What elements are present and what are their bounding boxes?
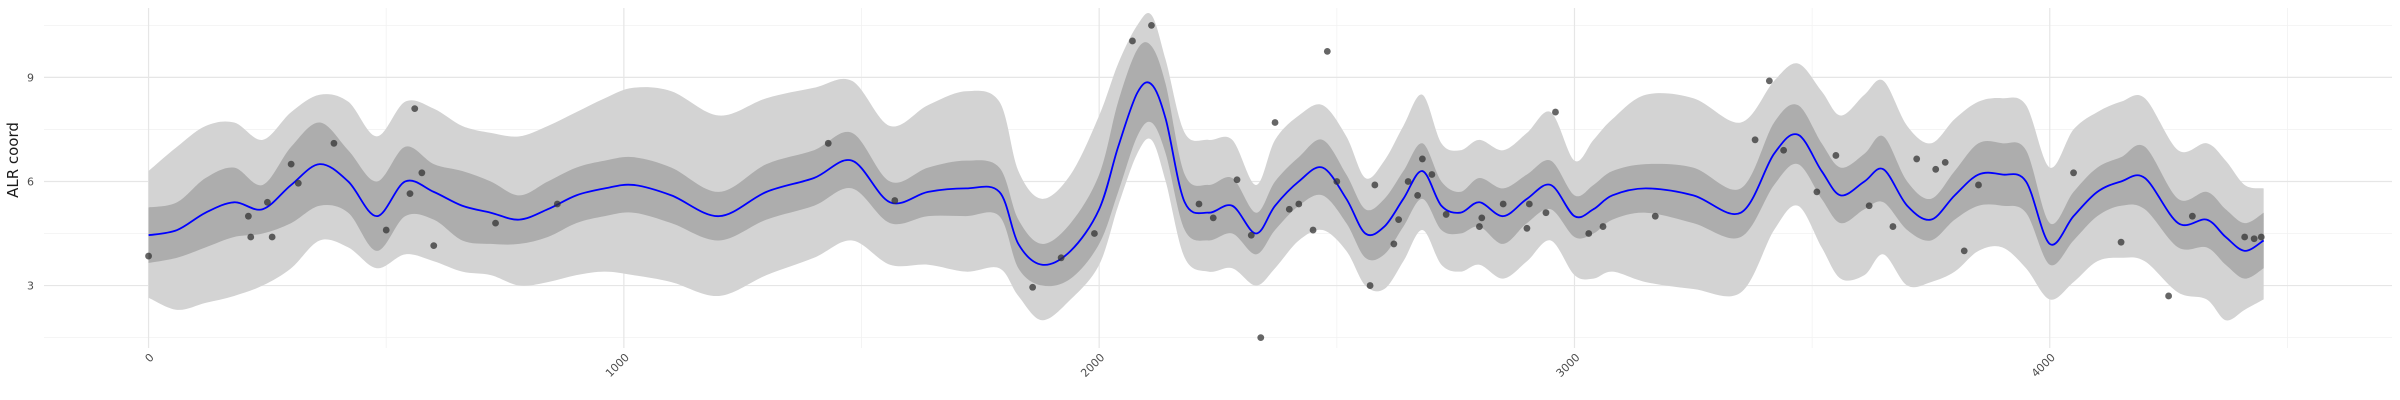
data-point: [1941, 158, 1949, 166]
data-point: [1889, 223, 1897, 230]
y-tick-label: 9: [27, 71, 34, 84]
data-point: [2188, 212, 2196, 220]
data-point: [1323, 47, 1331, 55]
data-point: [1414, 191, 1422, 199]
data-point: [1271, 119, 1279, 126]
data-point: [1428, 171, 1436, 178]
x-tick-labels: 0 1000 2000 3000 4000: [143, 351, 2058, 380]
data-point: [2165, 292, 2173, 300]
data-point: [1960, 247, 1968, 255]
data-point: [430, 242, 438, 250]
data-point: [1371, 181, 1379, 189]
y-tick-labels: 3 6 9: [27, 71, 34, 292]
data-point: [1913, 155, 1921, 163]
data-point: [891, 197, 899, 204]
x-tick-label: 0: [143, 351, 157, 365]
data-point: [247, 233, 255, 241]
data-point: [2257, 233, 2265, 241]
data-point: [1285, 205, 1293, 213]
y-tick-label: 3: [27, 280, 34, 293]
data-point: [1813, 188, 1821, 196]
data-point: [1366, 282, 1374, 289]
data-point: [1751, 136, 1759, 144]
data-point: [1209, 214, 1217, 222]
data-point: [1865, 202, 1873, 210]
fitted-line: [148, 81, 2265, 266]
data-point: [244, 212, 252, 220]
data-point: [1552, 108, 1559, 116]
data-point: [1542, 209, 1550, 217]
data-point: [553, 200, 561, 208]
data-point: [1499, 200, 1507, 208]
data-point: [418, 169, 426, 177]
data-point: [1932, 165, 1940, 173]
data-point: [411, 105, 419, 113]
x-tick-label: 2000: [1078, 351, 1107, 380]
data-point: [2241, 233, 2249, 241]
data-point: [1029, 283, 1037, 291]
data-point: [1442, 211, 1450, 218]
data-point: [1233, 176, 1241, 184]
outer-confidence-band: [148, 12, 2264, 321]
data-point: [1295, 200, 1303, 208]
data-point: [1195, 200, 1203, 208]
data-point: [1765, 77, 1773, 85]
data-point: [1975, 181, 1982, 189]
data-point: [1418, 155, 1426, 163]
y-tick-label: 6: [27, 175, 34, 188]
x-tick-label: 4000: [2029, 351, 2058, 380]
data-point: [330, 139, 338, 147]
data-point: [1257, 334, 1265, 341]
data-point: [1247, 231, 1255, 239]
data-point: [382, 226, 390, 234]
data-point: [1404, 178, 1412, 185]
y-axis-title: ALR coord: [4, 122, 22, 198]
data-point: [1525, 200, 1533, 208]
data-point: [268, 233, 276, 241]
data-point: [406, 190, 414, 198]
scatter-points: [145, 21, 2265, 341]
data-point: [1599, 223, 1607, 230]
data-point: [287, 160, 295, 168]
data-point: [1585, 230, 1593, 237]
inner-confidence-band: [148, 42, 2264, 287]
data-point: [1395, 216, 1403, 224]
data-point: [263, 198, 271, 206]
data-point: [2250, 235, 2258, 243]
data-point: [1651, 212, 1659, 220]
x-tick-label: 1000: [603, 351, 632, 380]
data-point: [824, 139, 832, 147]
data-point: [1057, 254, 1065, 262]
data-point: [1091, 230, 1098, 237]
data-point: [1148, 21, 1155, 29]
data-point: [1333, 178, 1341, 185]
data-point: [1523, 224, 1531, 232]
data-point: [2070, 169, 2077, 177]
data-point: [2117, 238, 2125, 246]
data-point: [492, 219, 499, 227]
data-point: [1780, 146, 1788, 154]
data-point: [1129, 37, 1136, 45]
data-point: [145, 252, 152, 260]
data-point: [1478, 214, 1486, 222]
x-tick-label: 3000: [1554, 351, 1583, 380]
data-point: [1390, 240, 1398, 248]
data-point: [294, 179, 302, 187]
data-point: [1476, 223, 1483, 230]
data-point: [1309, 226, 1317, 234]
data-point: [1832, 152, 1840, 159]
